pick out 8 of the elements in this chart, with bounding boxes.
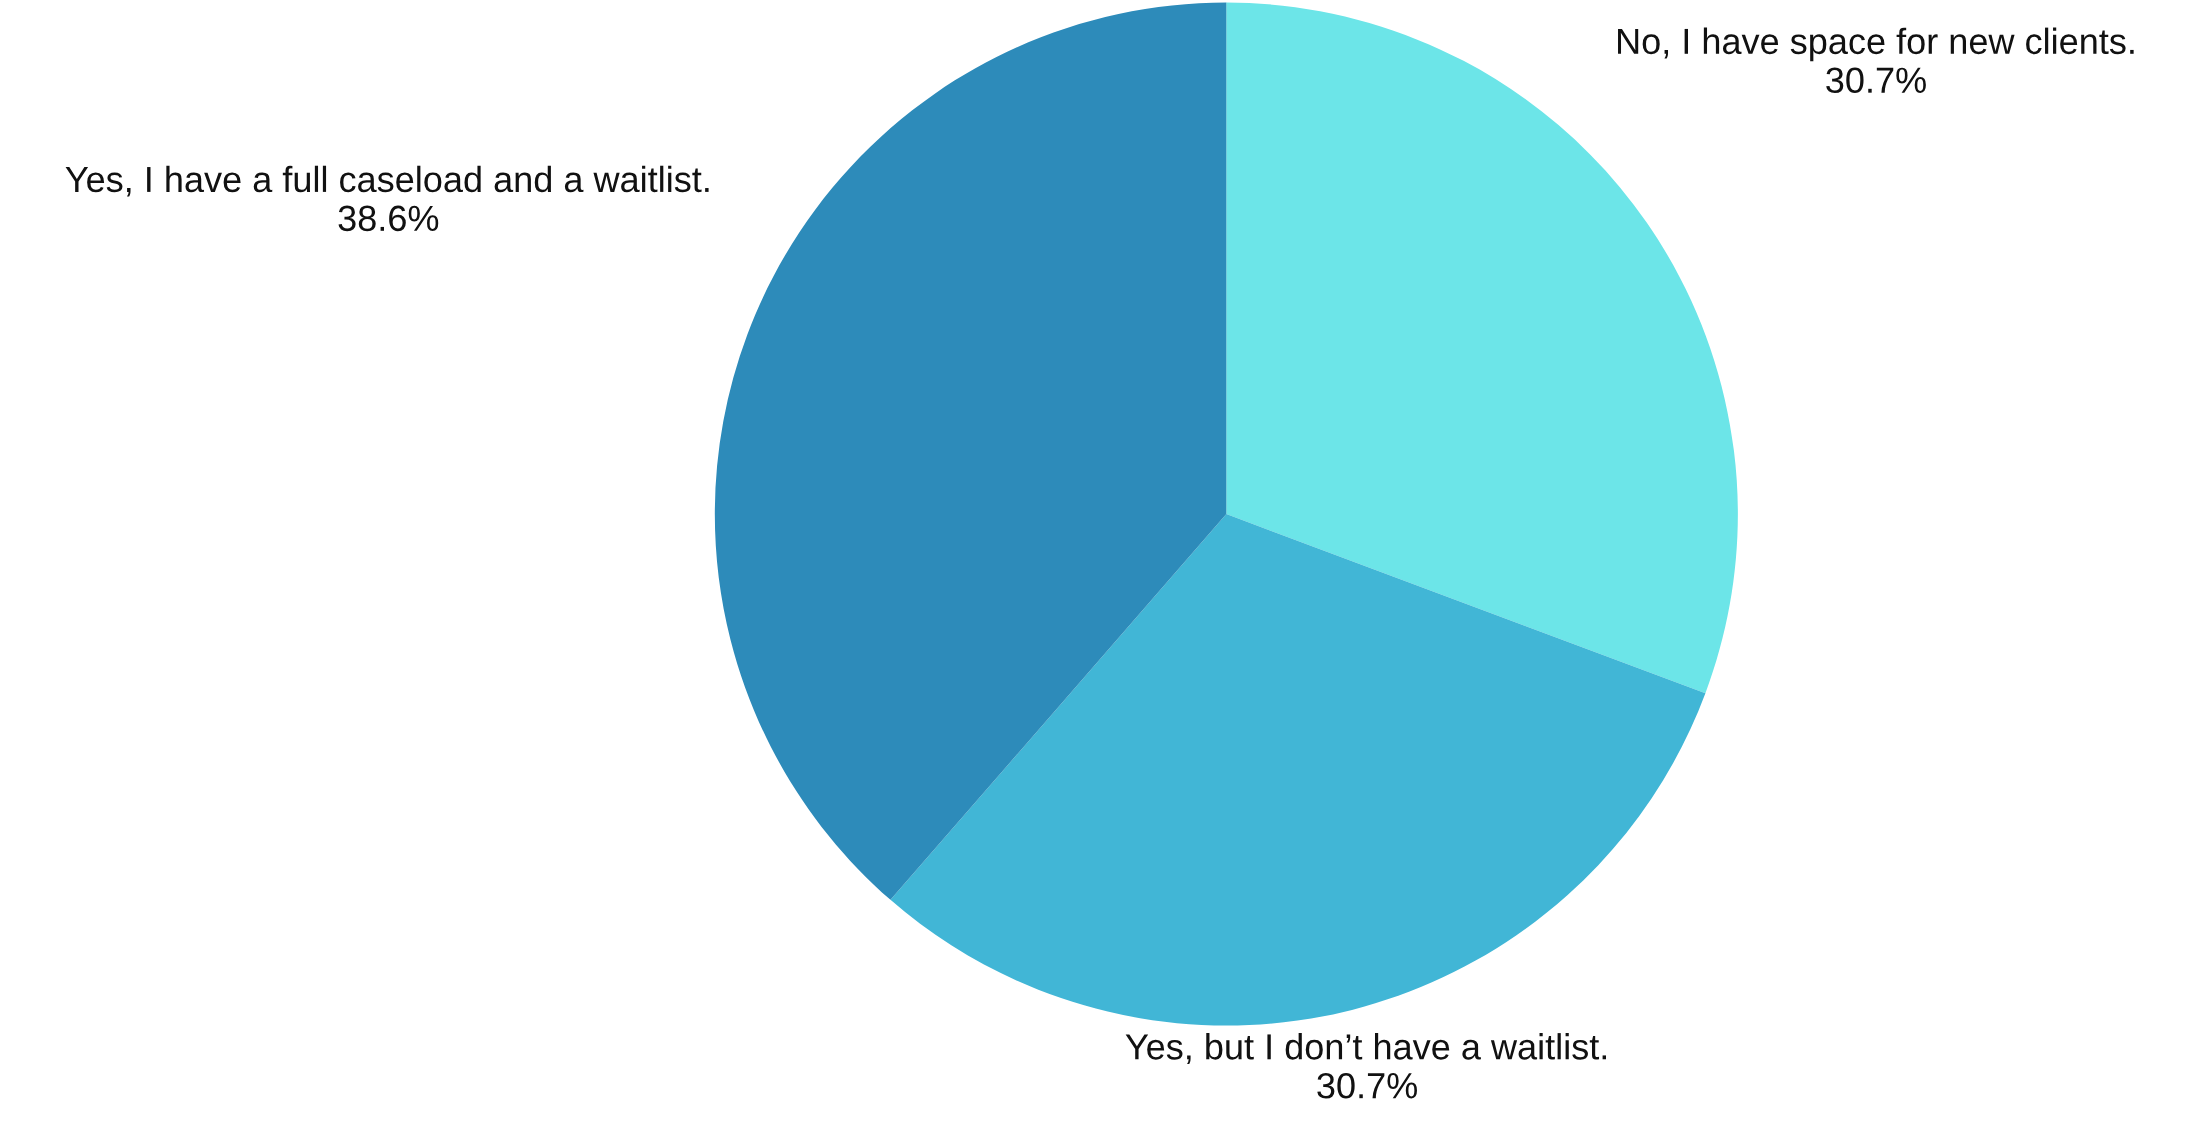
- slice-label: Yes, but I don’t have a waitlist.: [1125, 1033, 1607, 1064]
- data-label: 30.7%: [1826, 67, 1926, 94]
- pie-slice: [890, 514, 1706, 1026]
- slice-label: Yes, I have a full caseload and a waitlist.: [65, 165, 709, 197]
- data-label: 38.6%: [338, 205, 439, 232]
- slice-label: No, I have space for new clients.: [1618, 27, 2134, 62]
- data-label: 30.7%: [1317, 1072, 1417, 1099]
- pie-slice: [714, 2, 1227, 900]
